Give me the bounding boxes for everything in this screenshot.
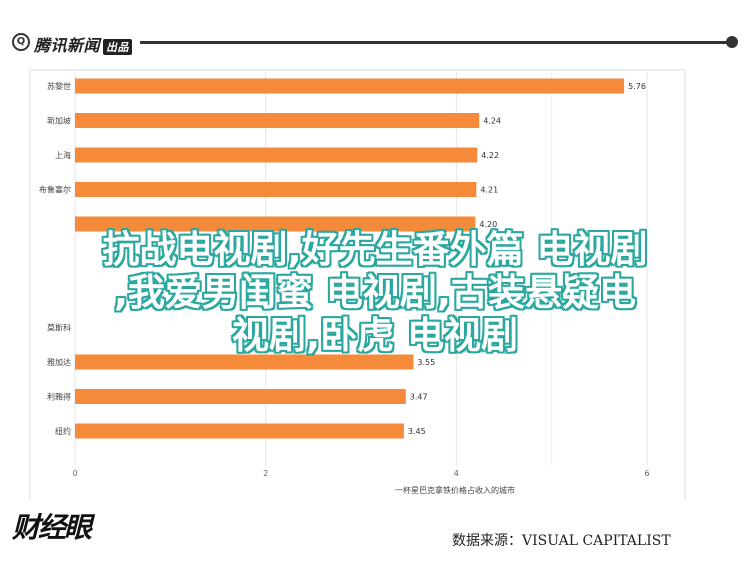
overlay-line-3: 视剧,卧虎 电视剧 [232, 314, 518, 357]
data-source: 数据来源：VISUAL CAPITALIST [452, 533, 671, 549]
category-label: 苏黎世 [47, 81, 71, 91]
overlay-line-1: 抗战电视剧,好先生番外篇 电视剧 [102, 228, 648, 271]
bar-value-label: 4.21 [480, 186, 498, 195]
bar [75, 78, 625, 94]
bar-value-label: 3.55 [417, 358, 435, 367]
caijingyan-logo: 财经眼 [12, 511, 92, 544]
category-label: 纽约 [55, 426, 71, 436]
bar [75, 354, 414, 370]
category-label: 利雅得 [47, 392, 71, 402]
x-tick-label: 6 [644, 469, 649, 478]
bar-value-label: 3.45 [408, 427, 426, 436]
header: Q 腾讯新闻 出品 [0, 0, 750, 70]
chart-grid [74, 72, 648, 465]
bar-value-label: 4.22 [481, 151, 499, 160]
bar-value-label: 3.47 [410, 393, 428, 402]
overlay-caption: 抗战电视剧,好先生番外篇 电视剧 ,我爱男闺蜜 电视剧,古装悬疑电 视剧,卧虎 … [0, 228, 750, 357]
category-label: 雅加达 [47, 357, 71, 367]
tencent-news-logo-icon: Q [12, 33, 30, 51]
bar [75, 113, 480, 128]
bar [75, 216, 476, 232]
header-divider [140, 41, 730, 44]
category-label: 布鲁塞尔 [39, 185, 71, 195]
bar-value-label: 5.76 [628, 82, 646, 91]
x-tick-label: 4 [454, 469, 459, 478]
chart-x-ticks: 0 2 4 6 [72, 469, 649, 478]
bar [75, 423, 404, 439]
category-label: 新加坡 [47, 116, 71, 126]
logo-badge: 出品 [103, 39, 133, 55]
bar [75, 182, 477, 197]
bar [75, 389, 406, 404]
x-tick-label: 2 [263, 469, 268, 478]
chart-labels: 5.76 苏黎世 4.24 新加坡 4.22 上海 4.21 布鲁塞尔 4.20 莫斯科 3.55 雅… [39, 81, 646, 436]
x-axis-label: 一杯星巴克拿铁价格占收入的城市 [395, 485, 515, 495]
chart-frame [29, 69, 686, 500]
bar-value-label: 4.20 [479, 220, 497, 229]
bar-chart: 5.76 苏黎世 4.24 新加坡 4.22 上海 4.21 布鲁塞尔 4.20 莫斯科 3.55 雅… [29, 69, 686, 500]
x-tick-label: 0 [72, 469, 77, 478]
header-dot [726, 36, 738, 48]
logo-text: 腾讯新闻 [34, 36, 101, 55]
overlay-line-2: ,我爱男闺蜜 电视剧,古装悬疑电 [114, 271, 636, 314]
category-label: 莫斯科 [47, 323, 71, 333]
category-label: 上海 [55, 150, 71, 160]
tencent-news-logo: 腾讯新闻 出品 [34, 32, 133, 56]
bar-value-label: 4.24 [483, 117, 501, 126]
chart-bars [75, 78, 625, 439]
bar [75, 147, 478, 163]
